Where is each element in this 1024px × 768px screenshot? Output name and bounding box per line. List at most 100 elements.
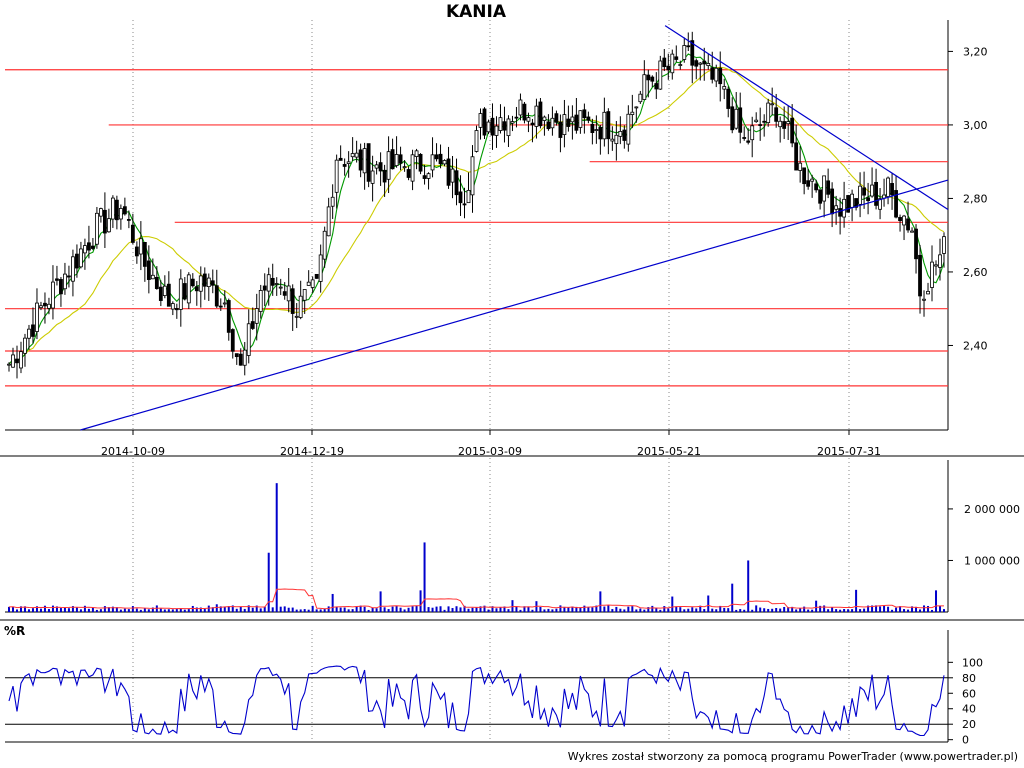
volume-bar: [371, 607, 374, 612]
volume-bar: [247, 605, 250, 612]
volume-bar: [59, 608, 62, 612]
candle-body: [786, 121, 791, 125]
volume-bar: [163, 609, 166, 612]
candle-body: [258, 290, 263, 312]
volume-bar: [131, 606, 134, 612]
candle-body: [234, 353, 239, 358]
volume-bar: [379, 591, 382, 612]
volume-bar: [275, 483, 278, 612]
candle-body: [678, 64, 683, 66]
volume-bar: [495, 608, 498, 612]
y-tick-label: 0: [962, 734, 969, 747]
volume-bar: [799, 608, 802, 612]
candle-body: [870, 184, 874, 197]
volume-bar: [119, 609, 122, 612]
candle-body: [75, 253, 79, 269]
volume-bar: [567, 607, 570, 612]
candle-body: [418, 153, 423, 172]
volume-bar: [251, 607, 254, 612]
candle-body: [474, 130, 479, 152]
candle-body: [326, 206, 331, 237]
volume-bar: [35, 606, 38, 612]
volume-bar: [931, 609, 934, 612]
y-tick-label: 2 000 000: [964, 503, 1020, 516]
candle-body: [602, 111, 607, 140]
candle-body: [898, 217, 902, 222]
volume-bar: [507, 609, 510, 612]
candle-body: [918, 254, 922, 297]
candle-body: [438, 153, 443, 165]
volume-bar: [123, 608, 126, 612]
volume-bar: [167, 609, 170, 612]
candle-body: [278, 286, 283, 289]
candle-body: [23, 337, 27, 354]
candle-body: [730, 106, 735, 131]
volume-bar: [891, 609, 894, 612]
candle-body: [478, 113, 483, 128]
candle-body: [802, 167, 807, 185]
volume-bar: [523, 606, 526, 612]
volume-bar: [255, 605, 258, 612]
candle-body: [338, 157, 343, 161]
volume-bar: [827, 609, 830, 612]
volume-bar: [403, 609, 406, 612]
y-tick-label: 60: [962, 687, 976, 700]
volume-bar: [83, 605, 86, 612]
volume-bar: [735, 609, 738, 612]
candle-body: [218, 305, 223, 308]
volume-bar: [415, 605, 418, 612]
candle-body: [39, 305, 43, 309]
candle-body: [614, 134, 619, 145]
volume-bar: [699, 605, 702, 612]
candle-body: [146, 260, 151, 280]
volume-bar: [359, 605, 362, 612]
candle-body: [466, 189, 471, 204]
candle-body: [102, 209, 107, 234]
volume-bar: [63, 607, 66, 612]
candle-body: [458, 191, 463, 204]
y-tick-label: 100: [962, 656, 983, 669]
volume-bar: [199, 607, 202, 612]
candle-body: [47, 303, 51, 309]
candle-body: [638, 93, 643, 103]
volume-bar: [455, 606, 458, 612]
volume-bar: [307, 609, 310, 612]
volume-bar: [343, 607, 346, 612]
candle-body: [222, 302, 227, 305]
candle-body: [290, 288, 295, 314]
candle-body: [214, 285, 219, 307]
volume-bar: [603, 606, 606, 612]
candle-body: [302, 289, 307, 301]
candle-body: [942, 236, 946, 254]
volume-bar: [327, 606, 330, 612]
candle-body: [206, 277, 211, 288]
volume-bar: [451, 608, 454, 612]
volume-bar: [283, 606, 286, 612]
candle-body: [83, 245, 87, 254]
candle-body: [398, 154, 403, 164]
volume-bar: [823, 605, 826, 612]
volume-bar: [299, 609, 302, 612]
volume-bar: [727, 608, 730, 612]
candle-body: [858, 185, 862, 205]
candle-body: [354, 152, 359, 158]
volume-bar: [579, 607, 582, 612]
candle-body: [598, 127, 603, 140]
volume-bar: [87, 608, 90, 612]
candle-body: [682, 45, 687, 60]
volume-bar: [755, 605, 758, 612]
candle-body: [410, 154, 415, 182]
volume-bar: [811, 609, 814, 612]
volume-bar: [675, 606, 678, 612]
volume-bar: [175, 609, 178, 612]
candle-body: [510, 121, 515, 124]
williams-r-line: [8, 665, 945, 737]
volume-bar: [763, 608, 766, 612]
candle-body: [630, 111, 635, 115]
volume-bar: [319, 609, 322, 612]
candle-body: [454, 170, 459, 196]
candle-body: [67, 275, 71, 278]
volume-bar: [395, 605, 398, 612]
volume-bar: [375, 608, 378, 612]
candle-body: [370, 170, 375, 184]
